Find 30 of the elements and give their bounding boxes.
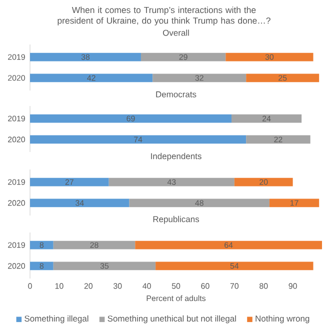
- bar: [30, 240, 54, 250]
- bar: [152, 74, 246, 82]
- bar: [246, 135, 310, 144]
- bar: [53, 240, 136, 250]
- bar: [30, 52, 141, 62]
- chart-title: When it comes to Trump’s interactions with the president of Ukraine, do you think Trump has done…?: [58, 6, 270, 26]
- chart-title: Republicans: [153, 216, 200, 224]
- bar: [30, 135, 246, 144]
- legend-label: Something unethical but not illegal: [108, 315, 236, 324]
- legend-label: Something illegal: [24, 315, 88, 324]
- legend-label: Nothing wrong: [256, 315, 310, 324]
- bar: [156, 262, 314, 270]
- chart-title: Democrats: [156, 91, 196, 98]
- bar: [234, 178, 293, 186]
- bar: [30, 178, 109, 186]
- bar: [135, 240, 322, 250]
- bar: [226, 52, 314, 62]
- chart-title: Independents: [151, 152, 202, 161]
- chart-subtitle: Overall: [162, 30, 189, 36]
- bar: [231, 114, 302, 123]
- bar: [246, 74, 320, 82]
- bar: [269, 198, 320, 208]
- bar: [30, 74, 153, 82]
- bar: [30, 114, 232, 123]
- bar: [140, 52, 226, 62]
- bar: [30, 198, 130, 208]
- bar: [30, 262, 54, 270]
- bar: [129, 198, 270, 208]
- bar: [53, 262, 156, 270]
- bar: [108, 178, 234, 186]
